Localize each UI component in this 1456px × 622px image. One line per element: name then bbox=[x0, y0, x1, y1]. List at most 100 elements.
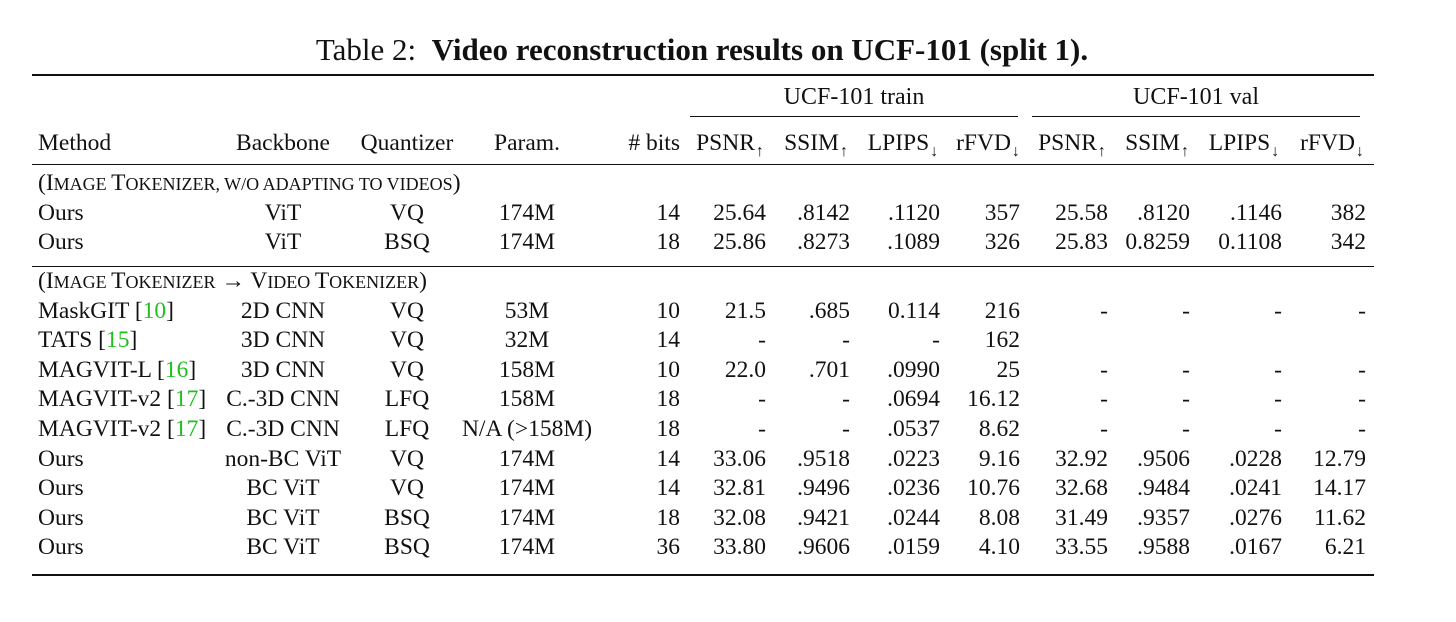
section-header-image-tokenizer: (Image Tokenizer, w/o adapting to videos… bbox=[38, 170, 461, 197]
table-row: Ours BC ViT BSQ 174M 36 33.80 .9606 .0159 4.10 33… bbox=[32, 533, 1374, 563]
cell-train-psnr: 22.0 bbox=[724, 356, 766, 383]
table-row: TATS [15] 3D CNN VQ 32M 14 - - - 162 bbox=[32, 326, 1374, 356]
cell-val-ssim: - bbox=[1182, 386, 1190, 413]
cell-quantizer: LFQ bbox=[384, 416, 430, 443]
cell-train-ssim: .8142 bbox=[797, 199, 850, 226]
header-rule bbox=[32, 164, 1374, 165]
cell-val-lpips: .0241 bbox=[1229, 475, 1282, 502]
table-row: MAGVIT-v2 [17] C.-3D CNN LFQ N/A (>158M) 18 -… bbox=[32, 415, 1374, 445]
cell-val-ssim: .9357 bbox=[1137, 504, 1190, 531]
cell-val-psnr: - bbox=[1100, 356, 1108, 383]
cell-train-ssim: .9421 bbox=[797, 504, 850, 531]
table-row: Ours BC ViT BSQ 174M 18 32.08 .9421 .0244 8.08 31… bbox=[32, 504, 1374, 534]
cell-quantizer: VQ bbox=[390, 297, 424, 324]
citation-link[interactable]: 17 bbox=[174, 416, 199, 443]
cell-val-rfvd: - bbox=[1358, 297, 1366, 324]
cell-val-ssim: .8120 bbox=[1137, 199, 1190, 226]
cell-val-ssim: .9484 bbox=[1137, 475, 1190, 502]
rfvd-label: rFVD bbox=[1300, 129, 1355, 156]
cell-val-psnr: 31.49 bbox=[1055, 504, 1108, 531]
cell-train-ssim: .8273 bbox=[797, 229, 850, 256]
method-name: MaskGIT bbox=[38, 297, 129, 324]
cell-method: MaskGIT [10] bbox=[38, 297, 174, 324]
cell-method: TATS [15] bbox=[38, 327, 138, 354]
cell-bits: 14 bbox=[656, 445, 681, 472]
cell-val-psnr: 33.55 bbox=[1055, 534, 1108, 561]
cell-train-psnr: 33.80 bbox=[713, 534, 766, 561]
cell-train-ssim: - bbox=[842, 327, 850, 354]
cell-param: 174M bbox=[498, 504, 556, 531]
cell-method: Ours bbox=[32, 474, 208, 504]
cell-train-lpips: - bbox=[932, 327, 940, 354]
col-train-ssim: SSIM↑ bbox=[774, 126, 858, 160]
cell-param: 53M bbox=[504, 297, 550, 324]
col-bits: # bits bbox=[628, 129, 680, 156]
ssim-label: SSIM bbox=[784, 129, 839, 156]
cell-val-rfvd: 342 bbox=[1330, 229, 1366, 256]
cell-bits: 36 bbox=[656, 534, 681, 561]
cell-method: MAGVIT-v2 [17] bbox=[38, 386, 207, 413]
cell-val-lpips: .0228 bbox=[1229, 445, 1282, 472]
cell-val-lpips: - bbox=[1274, 386, 1282, 413]
rfvd-label: rFVD bbox=[956, 129, 1011, 156]
cell-train-lpips: .0694 bbox=[887, 386, 940, 413]
cell-train-rfvd: 9.16 bbox=[978, 445, 1020, 472]
table-row: MAGVIT-L [16] 3D CNN VQ 158M 10 22.0 .701 .0990… bbox=[32, 356, 1374, 386]
citation-link[interactable]: 17 bbox=[174, 386, 199, 413]
cell-val-rfvd: 11.62 bbox=[1313, 504, 1366, 531]
cell-train-rfvd: 162 bbox=[984, 327, 1020, 354]
cell-val-lpips: .1146 bbox=[1229, 199, 1282, 226]
cell-train-lpips: .1120 bbox=[887, 199, 940, 226]
citation-link[interactable]: 10 bbox=[142, 297, 167, 324]
col-val-ssim: SSIM↑ bbox=[1116, 126, 1198, 160]
cell-train-ssim: .685 bbox=[808, 297, 850, 324]
cell-backbone: ViT bbox=[264, 229, 302, 256]
up-arrow-icon: ↑ bbox=[755, 142, 764, 160]
cell-train-lpips: .0244 bbox=[887, 504, 940, 531]
cell-param: 174M bbox=[498, 475, 556, 502]
cell-train-psnr: - bbox=[758, 386, 766, 413]
cell-bits: 14 bbox=[656, 327, 681, 354]
cell-train-lpips: .0159 bbox=[887, 534, 940, 561]
cell-quantizer: BSQ bbox=[384, 534, 430, 561]
cell-val-ssim: - bbox=[1182, 416, 1190, 443]
col-quantizer: Quantizer bbox=[360, 129, 454, 156]
cell-val-rfvd: 12.79 bbox=[1313, 445, 1366, 472]
down-arrow-icon: ↓ bbox=[1355, 142, 1364, 160]
cell-param: 174M bbox=[498, 445, 556, 472]
table-row: Ours ViT BSQ 174M 18 25.86 .8273 .1089 326 25.83 0… bbox=[32, 228, 1374, 258]
cell-val-psnr: 25.58 bbox=[1055, 199, 1108, 226]
citation-link[interactable]: 16 bbox=[164, 356, 189, 383]
cell-val-lpips bbox=[1198, 326, 1290, 356]
lpips-label: LPIPS bbox=[1208, 129, 1271, 156]
cell-bits: 18 bbox=[656, 229, 681, 256]
cell-param: 158M bbox=[498, 356, 556, 383]
group-underline-train bbox=[690, 116, 1018, 117]
cell-train-ssim: - bbox=[842, 386, 850, 413]
cell-train-rfvd: 4.10 bbox=[978, 534, 1020, 561]
cell-bits: 18 bbox=[656, 386, 681, 413]
cell-val-psnr: 32.92 bbox=[1055, 445, 1108, 472]
col-method: Method bbox=[38, 129, 112, 156]
cell-val-psnr: 32.68 bbox=[1055, 475, 1108, 502]
table-row: MaskGIT [10] 2D CNN VQ 53M 10 21.5 .685 0.114 21… bbox=[32, 296, 1374, 326]
down-arrow-icon: ↓ bbox=[1271, 142, 1280, 160]
cell-quantizer: VQ bbox=[390, 445, 424, 472]
group-header-train: UCF-101 train bbox=[783, 84, 925, 110]
cell-backbone: C.-3D CNN bbox=[226, 386, 340, 413]
cell-val-ssim: - bbox=[1182, 356, 1190, 383]
table-row: Ours ViT VQ 174M 14 25.64 .8142 .1120 357 25.58 .8… bbox=[32, 199, 1374, 229]
cell-val-psnr: - bbox=[1100, 386, 1108, 413]
cell-method: Ours bbox=[32, 504, 208, 534]
col-val-rfvd: rFVD↓ bbox=[1290, 126, 1374, 160]
cell-val-psnr bbox=[1028, 326, 1116, 356]
table-caption: Table 2: Video reconstruction results on… bbox=[0, 30, 1404, 70]
cell-train-ssim: .9496 bbox=[797, 475, 850, 502]
citation-link[interactable]: 15 bbox=[105, 327, 130, 354]
cell-quantizer: VQ bbox=[390, 199, 424, 226]
cell-param: N/A (>158M) bbox=[461, 416, 593, 443]
cell-val-rfvd bbox=[1290, 326, 1374, 356]
cell-backbone: BC ViT bbox=[246, 504, 320, 531]
col-val-psnr: PSNR↑ bbox=[1028, 126, 1116, 160]
method-name: Ours bbox=[38, 199, 84, 226]
